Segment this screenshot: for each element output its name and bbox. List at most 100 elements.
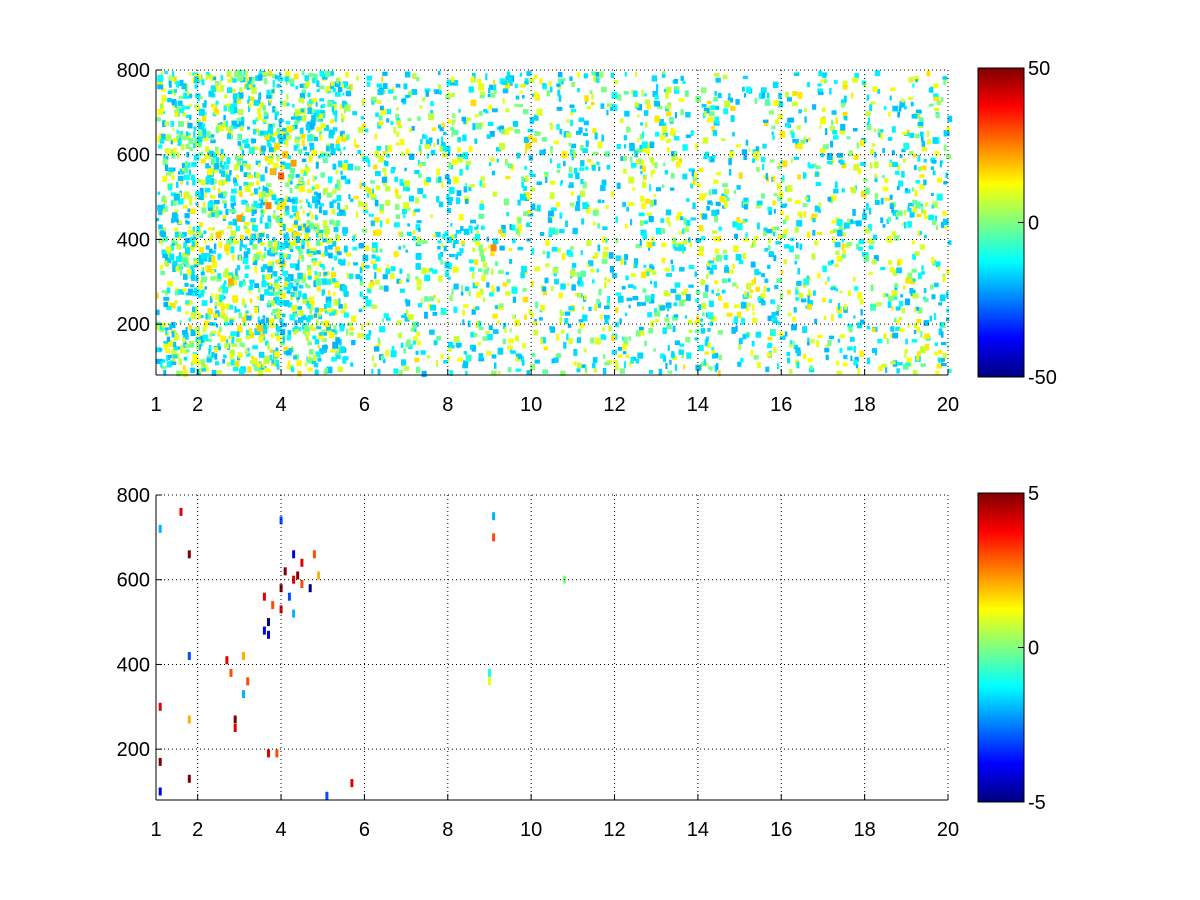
heatmap-cell [654, 94, 659, 100]
heatmap-cell [270, 323, 275, 328]
heatmap-cell [931, 204, 935, 209]
heatmap-cell [368, 187, 372, 194]
heatmap-cell [415, 276, 419, 280]
heatmap-cell [224, 94, 228, 99]
heatmap-cell [324, 308, 327, 312]
heatmap-cell [449, 370, 453, 376]
heatmap-cell [262, 264, 268, 270]
heatmap-cell [597, 244, 601, 252]
heatmap-cell [311, 149, 318, 157]
heatmap-cell [337, 147, 341, 152]
heatmap-cell [205, 312, 211, 320]
heatmap-cell [622, 351, 627, 355]
heatmap-cell [748, 147, 751, 152]
heatmap-cell [611, 349, 617, 355]
heatmap-cell [665, 86, 672, 93]
heatmap-cell [304, 151, 310, 156]
heatmap-cell [712, 155, 716, 159]
heatmap-cell [270, 287, 273, 293]
heatmap-cell [582, 148, 588, 153]
heatmap-cell [260, 363, 265, 368]
heatmap-cell [222, 217, 226, 221]
heatmap-cell [201, 276, 207, 283]
heatmap-cell [248, 285, 254, 291]
heatmap-cell [946, 154, 952, 159]
heatmap-cell [507, 345, 513, 350]
heatmap-cell [338, 338, 342, 346]
heatmap-cell [923, 336, 926, 340]
heatmap-cell [200, 179, 206, 186]
heatmap-cell [390, 350, 397, 358]
heatmap-cell [225, 251, 230, 256]
heatmap-cell [303, 223, 306, 228]
heatmap-cell [441, 122, 445, 128]
heatmap-cell [244, 265, 250, 270]
heatmap-cell [282, 255, 285, 262]
heatmap-cell [374, 217, 380, 223]
y-tick-label: 400 [117, 229, 150, 251]
heatmap-cell [301, 115, 307, 122]
heatmap-cell [213, 200, 220, 205]
heatmap-cell [336, 78, 339, 84]
heatmap-cell [560, 370, 566, 376]
heatmap-cell [831, 119, 834, 126]
heatmap-cell [289, 180, 293, 185]
heatmap-cell [625, 312, 628, 317]
heatmap-cell [332, 87, 336, 93]
heatmap-cell [714, 72, 720, 77]
heatmap-cell [294, 320, 298, 326]
heatmap-cell [688, 329, 693, 334]
heatmap-cell [259, 192, 263, 199]
heatmap-cell [617, 346, 622, 351]
heatmap-cell [745, 305, 749, 312]
heatmap-cell [432, 269, 438, 274]
heatmap-cell [793, 307, 797, 313]
heatmap-cell [346, 252, 352, 257]
heatmap-cell [488, 162, 492, 167]
heatmap-cell [415, 263, 421, 270]
heatmap-cell [757, 271, 761, 275]
heatmap-cell [242, 139, 248, 144]
heatmap-cell [528, 309, 532, 315]
heatmap-cell [328, 177, 332, 184]
heatmap-cell [623, 156, 627, 162]
heatmap-cell [501, 80, 508, 85]
heatmap-cell [319, 332, 323, 336]
heatmap-cell [200, 267, 204, 271]
heatmap-cell [916, 318, 922, 324]
heatmap-cell [236, 265, 241, 271]
heatmap-cell [297, 259, 300, 264]
heatmap-cell [897, 186, 900, 191]
heatmap-cell [578, 117, 584, 122]
heatmap-cell [290, 198, 296, 203]
heatmap-cell [742, 86, 745, 92]
heatmap-cell [820, 153, 824, 158]
heatmap-cell [820, 79, 826, 83]
heatmap-cell [274, 351, 280, 358]
heatmap-cell [342, 357, 347, 364]
heatmap-cell [802, 326, 808, 333]
heatmap-cell [265, 274, 271, 280]
heatmap-cell [609, 266, 615, 273]
heatmap-cell [797, 142, 803, 150]
heatmap-cell [262, 626, 266, 635]
heatmap-cell [884, 332, 887, 339]
heatmap-cell [238, 352, 241, 359]
heatmap-cell [560, 283, 566, 290]
heatmap-cell [844, 222, 850, 229]
heatmap-cell [734, 316, 738, 322]
heatmap-cell [176, 151, 180, 159]
heatmap-cell [370, 180, 375, 184]
heatmap-cell [342, 92, 345, 96]
heatmap-cell [550, 126, 553, 131]
heatmap-cell [784, 331, 788, 337]
heatmap-cell [235, 240, 240, 244]
heatmap-cell [171, 349, 177, 356]
heatmap-cell [289, 249, 294, 253]
heatmap-cell [339, 346, 345, 354]
heatmap-cell [190, 312, 197, 320]
heatmap-cell [854, 72, 859, 79]
heatmap-cell [673, 302, 678, 307]
heatmap-cell [493, 84, 497, 91]
